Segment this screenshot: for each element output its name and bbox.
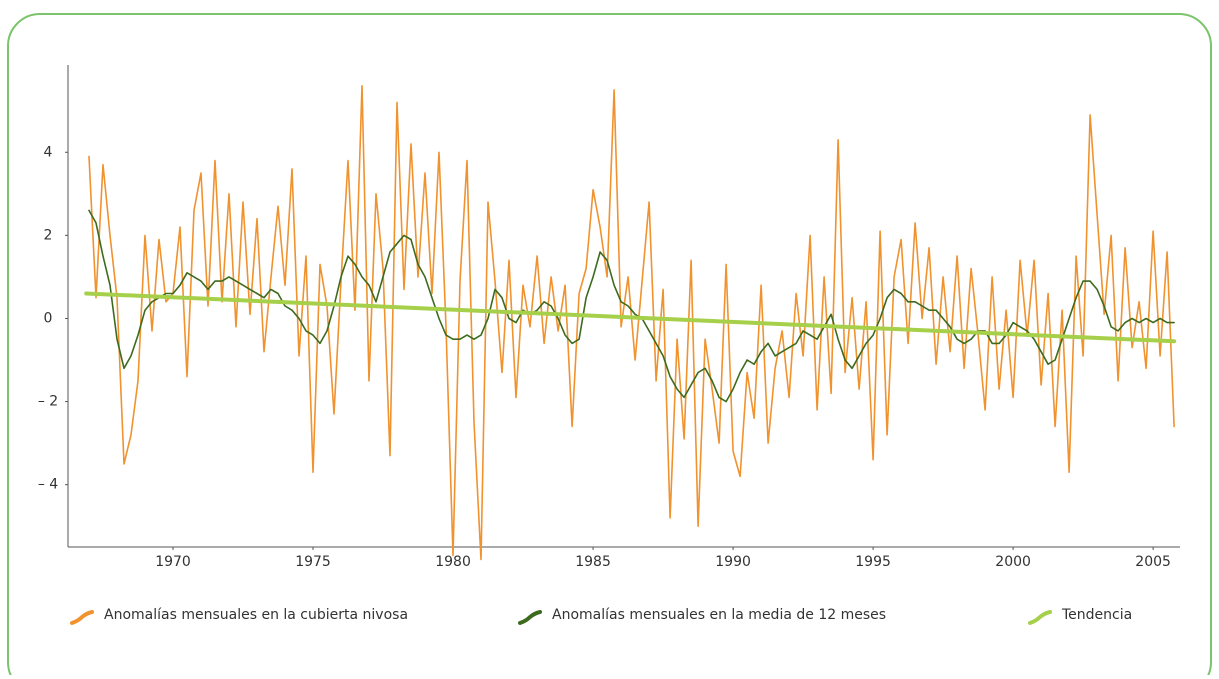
frame: [7, 13, 1212, 679]
x-tick-label: 1970: [155, 554, 191, 570]
legend-swatch: [1028, 610, 1052, 625]
series-line: [84, 291, 1177, 344]
legend-label: Anomalías mensuales en la cubierta nivos…: [104, 607, 408, 623]
y-tick-label: 0: [44, 310, 53, 326]
legend-swatch: [70, 610, 94, 625]
x-tick-label: 2000: [995, 554, 1031, 570]
x-tick-label: 1975: [295, 554, 331, 570]
x-tick-label: 2005: [1135, 554, 1171, 570]
x-tick-label: 1990: [715, 554, 751, 570]
legend-swatch: [518, 610, 542, 625]
legend-label: Tendencia: [1061, 607, 1132, 623]
y-tick-label: – 2: [38, 394, 58, 410]
y-tick-label: – 4: [38, 477, 58, 493]
series-line: [88, 209, 1175, 403]
legend-label: Anomalías mensuales en la media de 12 me…: [552, 607, 886, 623]
y-tick-label: 4: [44, 144, 53, 160]
x-tick-label: 1980: [435, 554, 471, 570]
y-tick-label: 2: [44, 227, 53, 243]
x-tick-label: 1985: [575, 554, 611, 570]
x-tick-label: 1995: [855, 554, 891, 570]
